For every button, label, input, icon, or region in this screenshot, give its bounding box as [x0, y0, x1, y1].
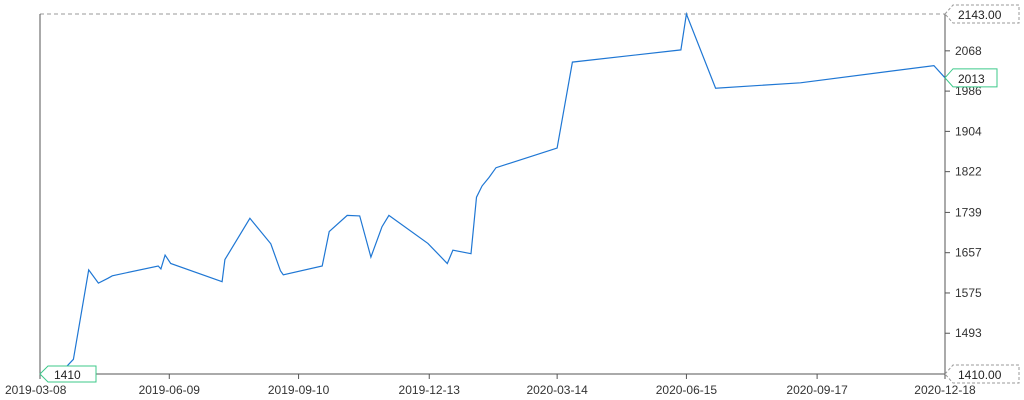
min-value-tag-text: 1410.00	[958, 368, 1002, 382]
y-tick-label: 1739	[955, 205, 982, 219]
first-value-tag-box	[39, 365, 97, 383]
min-value-tag: 1410.00	[944, 364, 1020, 384]
series	[40, 11, 946, 375]
x-tick-label: 2019-06-09	[139, 383, 201, 397]
y-tick-label: 1657	[955, 246, 982, 260]
axes	[39, 14, 950, 379]
y-tick-label: 1493	[955, 326, 982, 340]
y-tick-label: 1575	[955, 286, 982, 300]
max-value-tag-box	[944, 4, 1020, 24]
value-tags: 2143.00 1410.00 2013 1410	[39, 4, 1020, 384]
first-value-tag-text: 1410	[54, 368, 81, 382]
x-tick-label: 2019-09-10	[268, 383, 330, 397]
tick-labels: 1493 1575 1657 1739 1822 1904 1986 2068 2019-03-…	[5, 44, 982, 397]
y-tick-label: 1986	[955, 84, 982, 98]
last-value-tag: 2013	[944, 68, 998, 88]
series-line	[40, 11, 946, 375]
y-tick-label: 1822	[955, 165, 982, 179]
min-value-tag-box	[944, 364, 1020, 384]
last-value-tag-text: 2013	[958, 72, 985, 86]
first-value-tag: 1410	[39, 365, 97, 383]
x-tick-label: 2020-09-17	[786, 383, 848, 397]
x-tick-label: 2019-03-08	[5, 383, 67, 397]
range-markers	[40, 13, 945, 375]
x-tick-label: 2019-12-13	[399, 383, 461, 397]
last-value-tag-box	[944, 68, 998, 88]
x-tick-label: 2020-12-18	[914, 383, 976, 397]
y-tick-label: 1904	[955, 124, 982, 138]
y-tick-label: 2068	[955, 44, 982, 58]
x-tick-label: 2020-03-14	[526, 383, 588, 397]
max-value-tag-text: 2143.00	[958, 8, 1002, 22]
max-value-tag: 2143.00	[944, 4, 1020, 24]
x-tick-label: 2020-06-15	[656, 383, 718, 397]
